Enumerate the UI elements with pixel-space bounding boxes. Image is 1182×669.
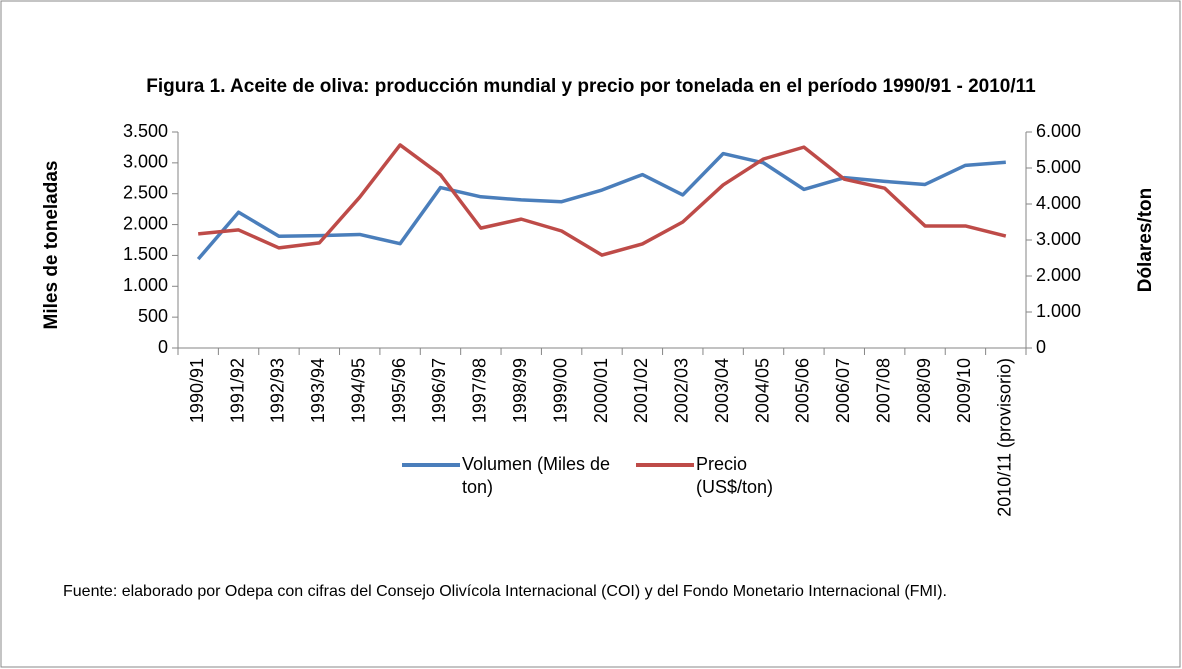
x-tick-label: 2007/08	[873, 358, 893, 423]
x-tick-label: 1993/94	[308, 358, 328, 423]
y2-tick-label: 3.000	[1036, 229, 1081, 249]
y2-axis-label: Dólares/ton	[1135, 188, 1156, 293]
x-tick-label: 1990/91	[187, 358, 207, 423]
x-tick-label: 2005/06	[793, 358, 813, 423]
x-tick-label: 1998/99	[510, 358, 530, 423]
y-tick-label: 3.500	[123, 121, 168, 141]
y-axis-label: Miles de toneladas	[41, 161, 62, 330]
y-tick-label: 2.000	[123, 213, 168, 233]
x-tick-label: 1994/95	[348, 358, 368, 423]
x-tick-label: 1997/98	[470, 358, 490, 423]
y2-tick-label: 2.000	[1036, 265, 1081, 285]
y2-tick-label: 1.000	[1036, 301, 1081, 321]
x-tick-label: 2000/01	[591, 358, 611, 423]
y-tick-label: 1.000	[123, 275, 168, 295]
y-tick-label: 1.500	[123, 244, 168, 264]
y-tick-label: 3.000	[123, 152, 168, 172]
x-tick-label: 1992/93	[268, 358, 288, 423]
chart-title: Figura 1. Aceite de oliva: producción mu…	[146, 76, 1036, 97]
x-tick-label: 2002/03	[672, 358, 692, 423]
x-tick-label: 1991/92	[227, 358, 247, 423]
y2-tick-label: 4.000	[1036, 193, 1081, 213]
x-tick-label: 1995/96	[389, 358, 409, 423]
x-tick-label: 2008/09	[914, 358, 934, 423]
x-tick-label: 2009/10	[954, 358, 974, 423]
y-tick-label: 2.500	[123, 182, 168, 202]
source-note: Fuente: elaborado por Odepa con cifras d…	[63, 583, 947, 600]
x-tick-label: 1996/97	[429, 358, 449, 423]
x-tick-label: 2003/04	[712, 358, 732, 423]
legend-label: Volumen (Miles de ton)	[462, 454, 611, 497]
x-tick-label: 2010/11 (provisorio)	[995, 358, 1015, 517]
series-line	[198, 143, 1007, 257]
series-line	[196, 151, 1006, 261]
y2-tick-label: 5.000	[1036, 157, 1081, 177]
y-tick-label: 500	[138, 306, 168, 326]
x-tick-label: 2001/02	[631, 358, 651, 423]
legend-label: Precio (US$/ton)	[696, 454, 774, 497]
y2-tick-label: 0	[1036, 337, 1046, 357]
x-tick-label: 1999/00	[550, 358, 570, 423]
y-tick-label: 0	[158, 337, 168, 357]
y2-tick-label: 6.000	[1036, 121, 1081, 141]
x-tick-label: 2006/07	[833, 358, 853, 423]
x-tick-label: 2004/05	[752, 358, 772, 423]
